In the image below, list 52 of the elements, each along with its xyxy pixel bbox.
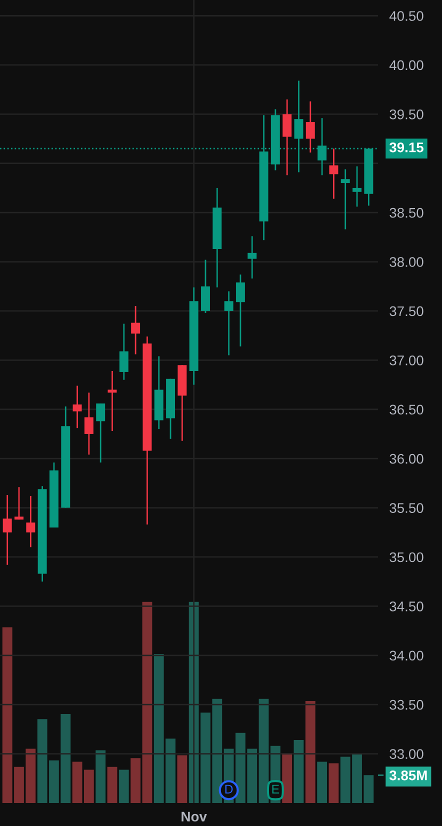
candlestick [26, 495, 36, 548]
x-tick-label: Nov [182, 812, 207, 822]
annotation: E [272, 784, 280, 794]
candlestick [14, 486, 24, 520]
bar [305, 700, 316, 803]
candlestick [340, 168, 350, 230]
y-tick-label: 38.00 [390, 257, 424, 267]
candlestick [294, 80, 304, 173]
candlestick [236, 274, 245, 348]
candlestick [329, 148, 338, 200]
ref-line-label: 39.15 [389, 142, 424, 152]
y-tick-label: 33.50 [390, 700, 424, 710]
candlestick [248, 235, 257, 280]
y-tick-label: 38.50 [390, 208, 424, 218]
y-tick-label: 40.00 [389, 60, 424, 70]
bar [107, 766, 118, 803]
y-tick-label: 40.50 [389, 11, 424, 21]
candlestick [306, 100, 315, 154]
bar [294, 740, 304, 803]
y-tick-label: 35.50 [390, 503, 424, 513]
bar [142, 602, 152, 803]
bar [72, 762, 82, 803]
bar [317, 762, 328, 803]
bar [130, 758, 141, 803]
bar [282, 753, 292, 803]
y-tick-label: 37.00 [390, 356, 424, 366]
y-tick-label: 34.50 [390, 602, 424, 612]
candlestick [72, 385, 82, 429]
bar [328, 763, 339, 803]
y-tick-label: 33.00 [390, 749, 424, 759]
y2-tick-label: 3.85M [389, 770, 427, 780]
bar [118, 770, 129, 803]
y-tick-label: 36.50 [390, 404, 424, 415]
candlestick [96, 402, 106, 464]
bar [258, 698, 269, 803]
candlestick [282, 98, 292, 176]
candlestick [119, 323, 128, 381]
y-tick-label: 39.50 [390, 109, 424, 120]
annotation: D [225, 784, 233, 794]
candlestick [224, 290, 234, 356]
candlestick [131, 305, 140, 355]
bar [177, 755, 188, 803]
y-tick-label: 37.50 [390, 306, 424, 316]
candlestick [84, 392, 94, 456]
candlestick [352, 166, 362, 208]
candlestick [2, 494, 12, 566]
y-tick-label: 35.00 [390, 552, 424, 562]
candlestick [108, 370, 117, 432]
bar [84, 770, 94, 803]
y-tick-label: 34.00 [390, 650, 424, 661]
bar [96, 750, 106, 803]
y-tick-label: 36.00 [390, 454, 424, 464]
